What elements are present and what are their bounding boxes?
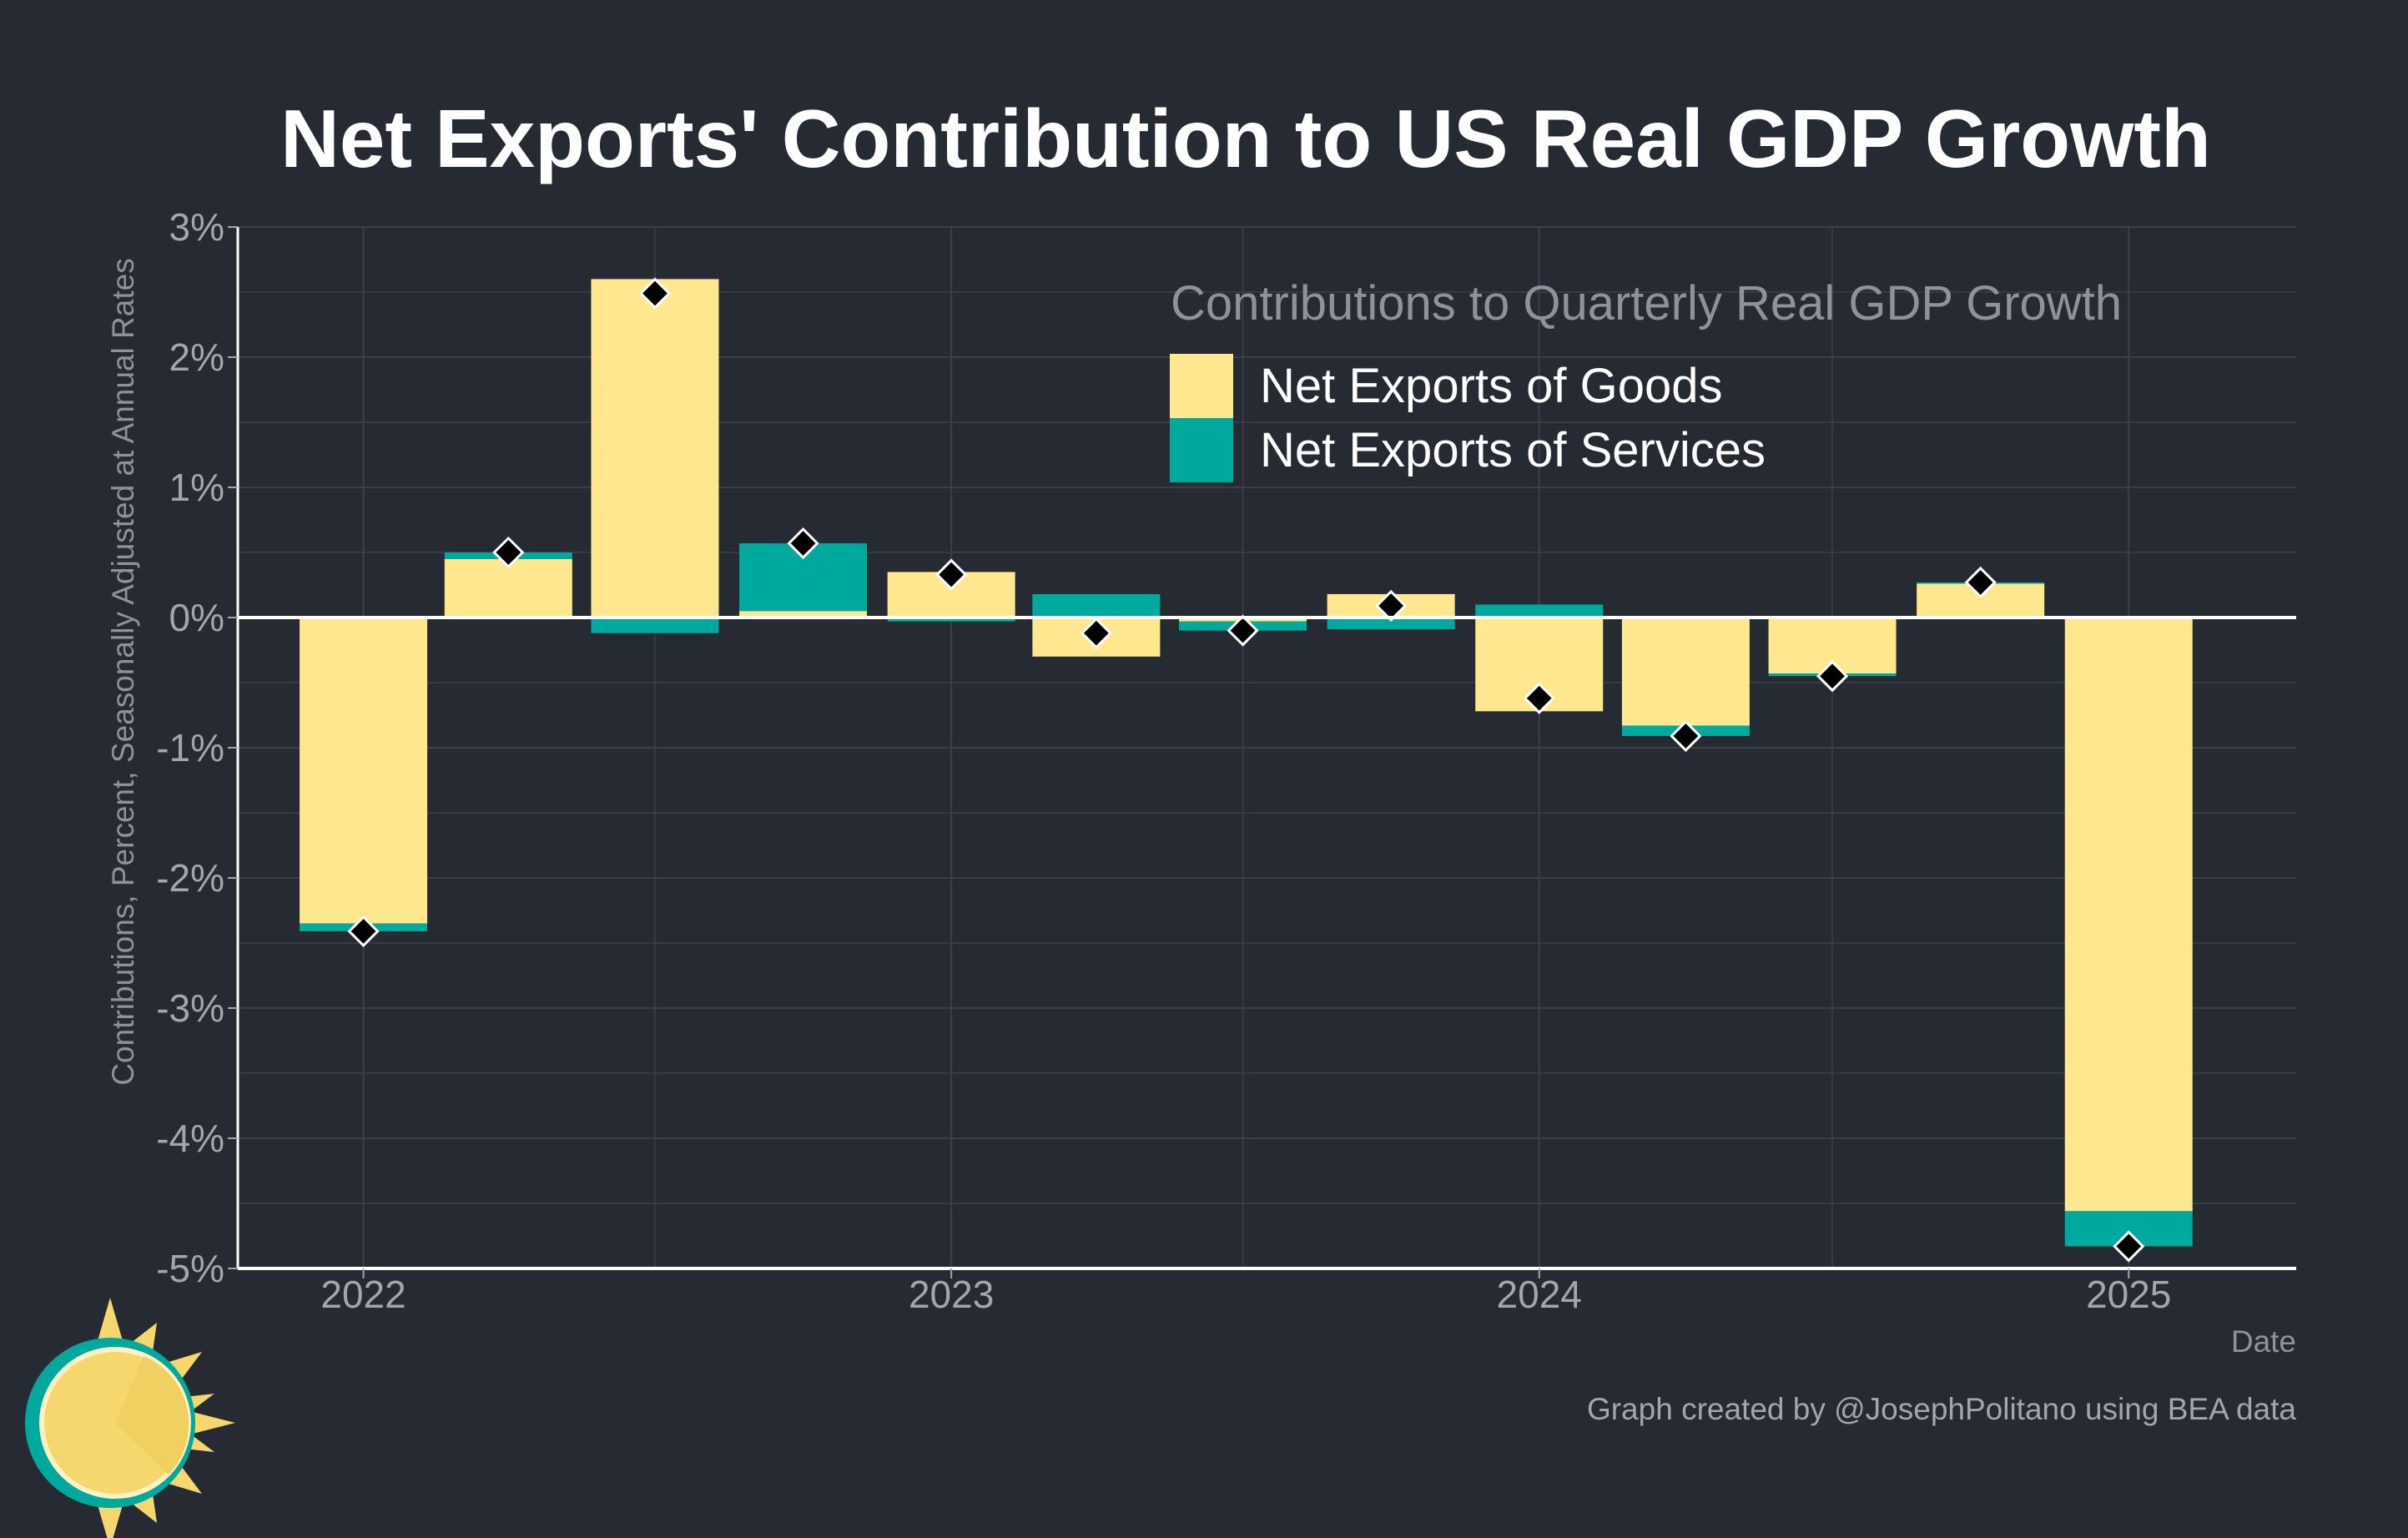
legend: Contributions to Quarterly Real GDP Grow… [1170, 276, 2122, 482]
total-marker [1964, 566, 1997, 599]
y-tick-label: -5% [156, 1247, 224, 1290]
bar-goods [591, 279, 719, 618]
credit-text: Graph created by @JosephPolitano using B… [1587, 1392, 2296, 1426]
total-marker [1227, 614, 1259, 647]
total-marker [787, 527, 819, 560]
y-tick-label: -2% [156, 856, 224, 900]
bar-goods [444, 558, 572, 618]
total-markers [347, 277, 2145, 1263]
sun-logo-icon [25, 1298, 235, 1538]
legend-swatch-services [1170, 418, 1233, 482]
bars [300, 279, 2193, 1247]
total-marker [1080, 617, 1113, 649]
total-marker [1670, 719, 1702, 753]
y-tick-label: -1% [156, 726, 224, 769]
total-marker [1375, 589, 1408, 623]
bar-goods [739, 611, 868, 618]
bar-goods [2064, 618, 2193, 1212]
chart-title: Net Exports' Contribution to US Real GDP… [280, 93, 2211, 184]
bar-services [591, 618, 719, 633]
y-axis-label: Contributions, Percent, Seasonally Adjus… [106, 258, 140, 1085]
legend-swatch-goods [1170, 354, 1233, 418]
total-marker [2113, 1230, 2145, 1263]
x-tick-labels: 2022 2023 2024 2025 [320, 1268, 2171, 1316]
bar-services [1475, 604, 1604, 618]
bar-goods [1621, 618, 1750, 726]
bar-services [1032, 593, 1161, 618]
y-tick-label: -3% [156, 986, 224, 1030]
x-tick-label: 2023 [909, 1273, 994, 1316]
x-tick-label: 2024 [1497, 1273, 1582, 1316]
bar-services [1327, 618, 1455, 630]
x-tick-label: 2025 [2086, 1273, 2171, 1316]
total-marker [638, 277, 672, 310]
total-marker [492, 536, 525, 569]
bar-services [887, 618, 1015, 622]
y-tick-label: -4% [156, 1117, 224, 1160]
bar-goods [300, 618, 428, 924]
y-tick-label: 0% [169, 596, 224, 639]
legend-label-services: Net Exports of Services [1260, 423, 1766, 477]
total-marker [935, 558, 968, 591]
legend-title: Contributions to Quarterly Real GDP Grow… [1171, 276, 2122, 330]
y-tick-label: 3% [169, 205, 224, 249]
y-tick-label: 2% [169, 335, 224, 379]
y-tick-label: 1% [169, 466, 224, 509]
total-marker [347, 915, 380, 948]
y-tick-labels: -5% -4% -3% -2% -1% 0% 1% 2% 3% [156, 205, 238, 1290]
x-axis-label: Date [2231, 1324, 2296, 1359]
total-marker [1523, 682, 1555, 714]
legend-label-goods: Net Exports of Goods [1260, 359, 1722, 413]
x-tick-label: 2022 [320, 1273, 406, 1316]
total-marker [1816, 660, 1849, 693]
